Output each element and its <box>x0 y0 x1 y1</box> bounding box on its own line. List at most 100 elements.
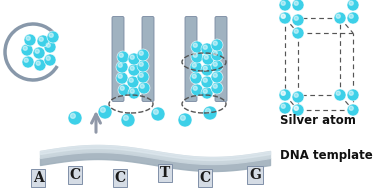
Circle shape <box>118 63 122 67</box>
Circle shape <box>129 78 133 82</box>
Circle shape <box>203 106 217 120</box>
Circle shape <box>292 27 304 39</box>
Circle shape <box>49 33 53 37</box>
Circle shape <box>191 84 203 96</box>
Circle shape <box>180 115 185 120</box>
Circle shape <box>36 61 40 65</box>
Circle shape <box>203 66 207 70</box>
Circle shape <box>347 0 359 11</box>
Circle shape <box>294 1 298 5</box>
Circle shape <box>205 108 210 113</box>
Circle shape <box>139 51 143 55</box>
Circle shape <box>192 74 196 78</box>
Circle shape <box>128 53 140 65</box>
Circle shape <box>281 91 285 95</box>
Circle shape <box>117 51 129 63</box>
Circle shape <box>193 86 197 90</box>
Circle shape <box>292 104 304 116</box>
Circle shape <box>118 84 130 96</box>
Circle shape <box>204 55 208 59</box>
Circle shape <box>139 73 143 77</box>
Circle shape <box>281 14 285 18</box>
Circle shape <box>211 71 223 83</box>
Circle shape <box>294 106 298 110</box>
Circle shape <box>24 58 28 62</box>
Text: C: C <box>199 171 211 185</box>
Circle shape <box>347 89 359 101</box>
Circle shape <box>193 53 197 57</box>
Circle shape <box>281 104 285 108</box>
Circle shape <box>336 91 340 95</box>
Circle shape <box>123 115 128 120</box>
Circle shape <box>292 0 304 11</box>
Circle shape <box>193 43 197 47</box>
Circle shape <box>138 82 150 94</box>
Circle shape <box>121 113 135 127</box>
FancyBboxPatch shape <box>185 16 197 101</box>
Circle shape <box>191 51 203 63</box>
Circle shape <box>201 64 213 76</box>
Text: Silver atom: Silver atom <box>280 114 356 126</box>
Circle shape <box>279 12 291 24</box>
Circle shape <box>292 91 304 103</box>
Circle shape <box>44 54 56 66</box>
Circle shape <box>68 111 82 125</box>
Circle shape <box>279 0 291 11</box>
Circle shape <box>349 91 353 95</box>
Circle shape <box>294 93 298 97</box>
Circle shape <box>203 89 207 93</box>
Circle shape <box>70 113 75 118</box>
Circle shape <box>127 76 139 88</box>
Circle shape <box>201 87 213 99</box>
Circle shape <box>137 71 149 83</box>
Circle shape <box>47 31 59 43</box>
Text: T: T <box>160 166 170 180</box>
Circle shape <box>294 106 298 110</box>
Circle shape <box>46 43 50 47</box>
Circle shape <box>201 43 213 55</box>
Circle shape <box>139 62 143 66</box>
Circle shape <box>119 53 123 57</box>
Circle shape <box>98 105 112 119</box>
Circle shape <box>120 86 124 90</box>
Circle shape <box>128 64 140 76</box>
Circle shape <box>100 108 105 112</box>
Circle shape <box>137 60 149 72</box>
Circle shape <box>23 46 27 50</box>
FancyBboxPatch shape <box>142 16 154 101</box>
Circle shape <box>137 49 149 61</box>
Circle shape <box>26 36 30 40</box>
Circle shape <box>21 44 33 56</box>
Text: C: C <box>114 171 126 185</box>
Circle shape <box>201 76 213 88</box>
Circle shape <box>294 16 298 20</box>
Circle shape <box>292 14 304 26</box>
Circle shape <box>279 102 291 114</box>
Circle shape <box>130 89 134 93</box>
Circle shape <box>118 74 122 78</box>
Circle shape <box>347 12 359 24</box>
Circle shape <box>279 12 291 24</box>
FancyBboxPatch shape <box>112 16 124 101</box>
Circle shape <box>140 84 144 88</box>
Circle shape <box>211 60 223 72</box>
FancyBboxPatch shape <box>215 16 227 101</box>
Circle shape <box>281 91 285 95</box>
Circle shape <box>213 62 217 66</box>
Circle shape <box>334 12 346 24</box>
Text: G: G <box>249 168 261 182</box>
Circle shape <box>46 56 50 60</box>
Circle shape <box>211 82 223 94</box>
Circle shape <box>281 14 285 18</box>
Circle shape <box>213 84 217 88</box>
Circle shape <box>35 49 39 53</box>
Circle shape <box>116 61 128 73</box>
Circle shape <box>153 109 158 114</box>
Circle shape <box>33 47 45 59</box>
Text: DNA template: DNA template <box>280 149 373 161</box>
Circle shape <box>202 53 214 65</box>
Circle shape <box>191 41 203 53</box>
Circle shape <box>279 89 291 101</box>
Circle shape <box>39 37 43 41</box>
Circle shape <box>130 66 134 70</box>
